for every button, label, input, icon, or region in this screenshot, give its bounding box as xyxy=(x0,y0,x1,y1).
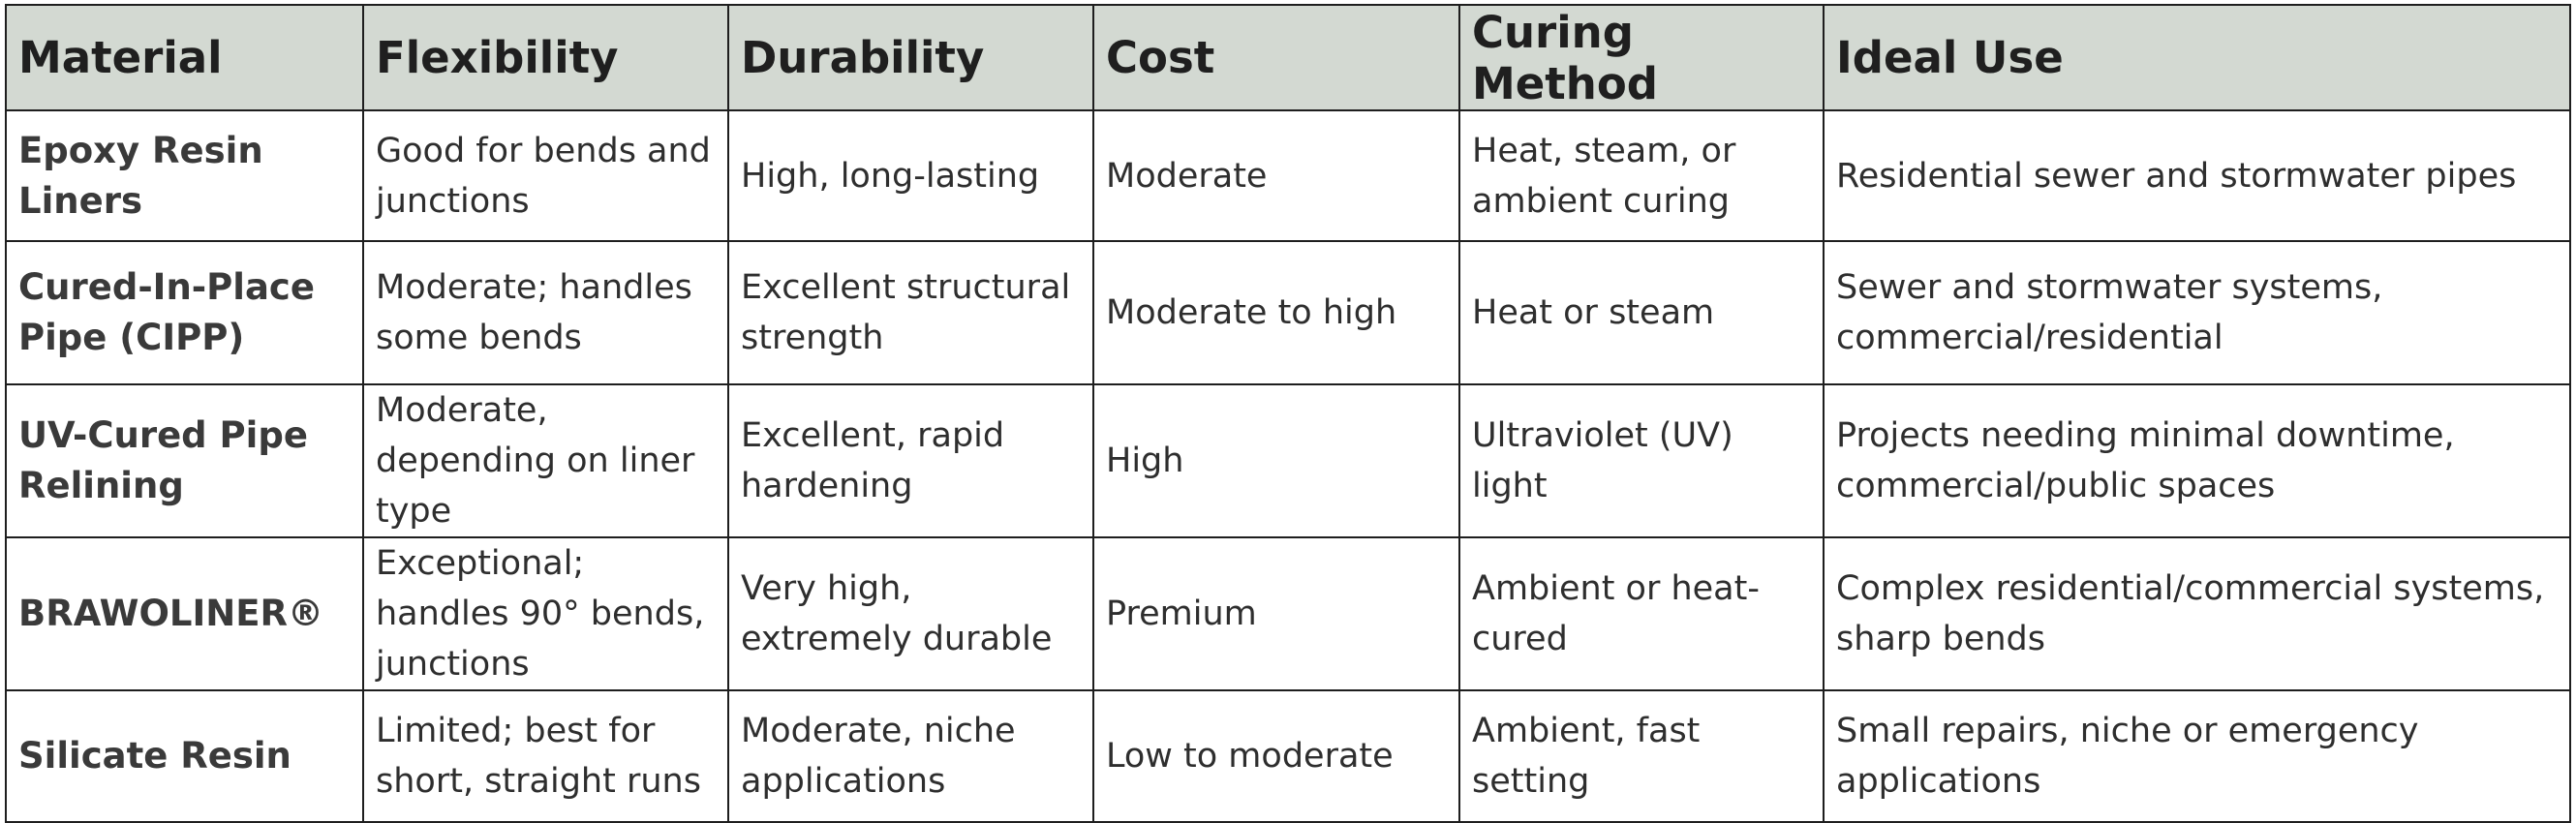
header-material: Material xyxy=(5,4,364,111)
cell-flexibility: Limited; best for short, straight runs xyxy=(362,689,729,823)
cell-curing-method: Ambient, fast setting xyxy=(1458,689,1825,823)
cell-ideal-use: Sewer and stormwater systems, commercial… xyxy=(1823,240,2571,385)
cell-ideal-use: Small repairs, niche or emergency applic… xyxy=(1823,689,2571,823)
cell-material: Epoxy Resin Liners xyxy=(5,109,364,242)
cell-durability: Excellent structural strength xyxy=(727,240,1094,385)
table-row: UV-Cured Pipe Relining Moderate, dependi… xyxy=(5,383,2571,538)
cell-durability: Moderate, niche applications xyxy=(727,689,1094,823)
table-row: BRAWOLINER® Exceptional; handles 90° ben… xyxy=(5,536,2571,691)
cell-cost: Moderate to high xyxy=(1092,240,1460,385)
cell-durability: High, long-lasting xyxy=(727,109,1094,242)
cell-cost: High xyxy=(1092,383,1460,538)
comparison-table-container: Material Flexibility Durability Cost Cur… xyxy=(5,4,2571,823)
cell-curing-method: Ambient or heat-cured xyxy=(1458,536,1825,691)
header-ideal-use: Ideal Use xyxy=(1823,4,2571,111)
cell-flexibility: Exceptional; handles 90° bends, junction… xyxy=(362,536,729,691)
header-cost: Cost xyxy=(1092,4,1460,111)
cell-material: Cured-In-Place Pipe (CIPP) xyxy=(5,240,364,385)
cell-material: UV-Cured Pipe Relining xyxy=(5,383,364,538)
cell-flexibility: Good for bends and junctions xyxy=(362,109,729,242)
cell-material: Silicate Resin xyxy=(5,689,364,823)
cell-material: BRAWOLINER® xyxy=(5,536,364,691)
header-curing-method: Curing Method xyxy=(1458,4,1825,111)
header-flexibility: Flexibility xyxy=(362,4,729,111)
cell-durability: Very high, extremely durable xyxy=(727,536,1094,691)
cell-curing-method: Heat or steam xyxy=(1458,240,1825,385)
liner-comparison-table: Material Flexibility Durability Cost Cur… xyxy=(5,4,2571,823)
cell-cost: Low to moderate xyxy=(1092,689,1460,823)
cell-ideal-use: Residential sewer and stormwater pipes xyxy=(1823,109,2571,242)
cell-cost: Premium xyxy=(1092,536,1460,691)
cell-flexibility: Moderate; handles some bends xyxy=(362,240,729,385)
table-row: Silicate Resin Limited; best for short, … xyxy=(5,689,2571,823)
header-row: Material Flexibility Durability Cost Cur… xyxy=(5,4,2571,111)
table-row: Epoxy Resin Liners Good for bends and ju… xyxy=(5,109,2571,242)
header-durability: Durability xyxy=(727,4,1094,111)
cell-ideal-use: Projects needing minimal downtime, comme… xyxy=(1823,383,2571,538)
cell-flexibility: Moderate, depending on liner type xyxy=(362,383,729,538)
cell-durability: Excellent, rapid hardening xyxy=(727,383,1094,538)
table-row: Cured-In-Place Pipe (CIPP) Moderate; han… xyxy=(5,240,2571,385)
cell-curing-method: Ultraviolet (UV) light xyxy=(1458,383,1825,538)
cell-ideal-use: Complex residential/commercial systems, … xyxy=(1823,536,2571,691)
cell-curing-method: Heat, steam, or ambient curing xyxy=(1458,109,1825,242)
cell-cost: Moderate xyxy=(1092,109,1460,242)
